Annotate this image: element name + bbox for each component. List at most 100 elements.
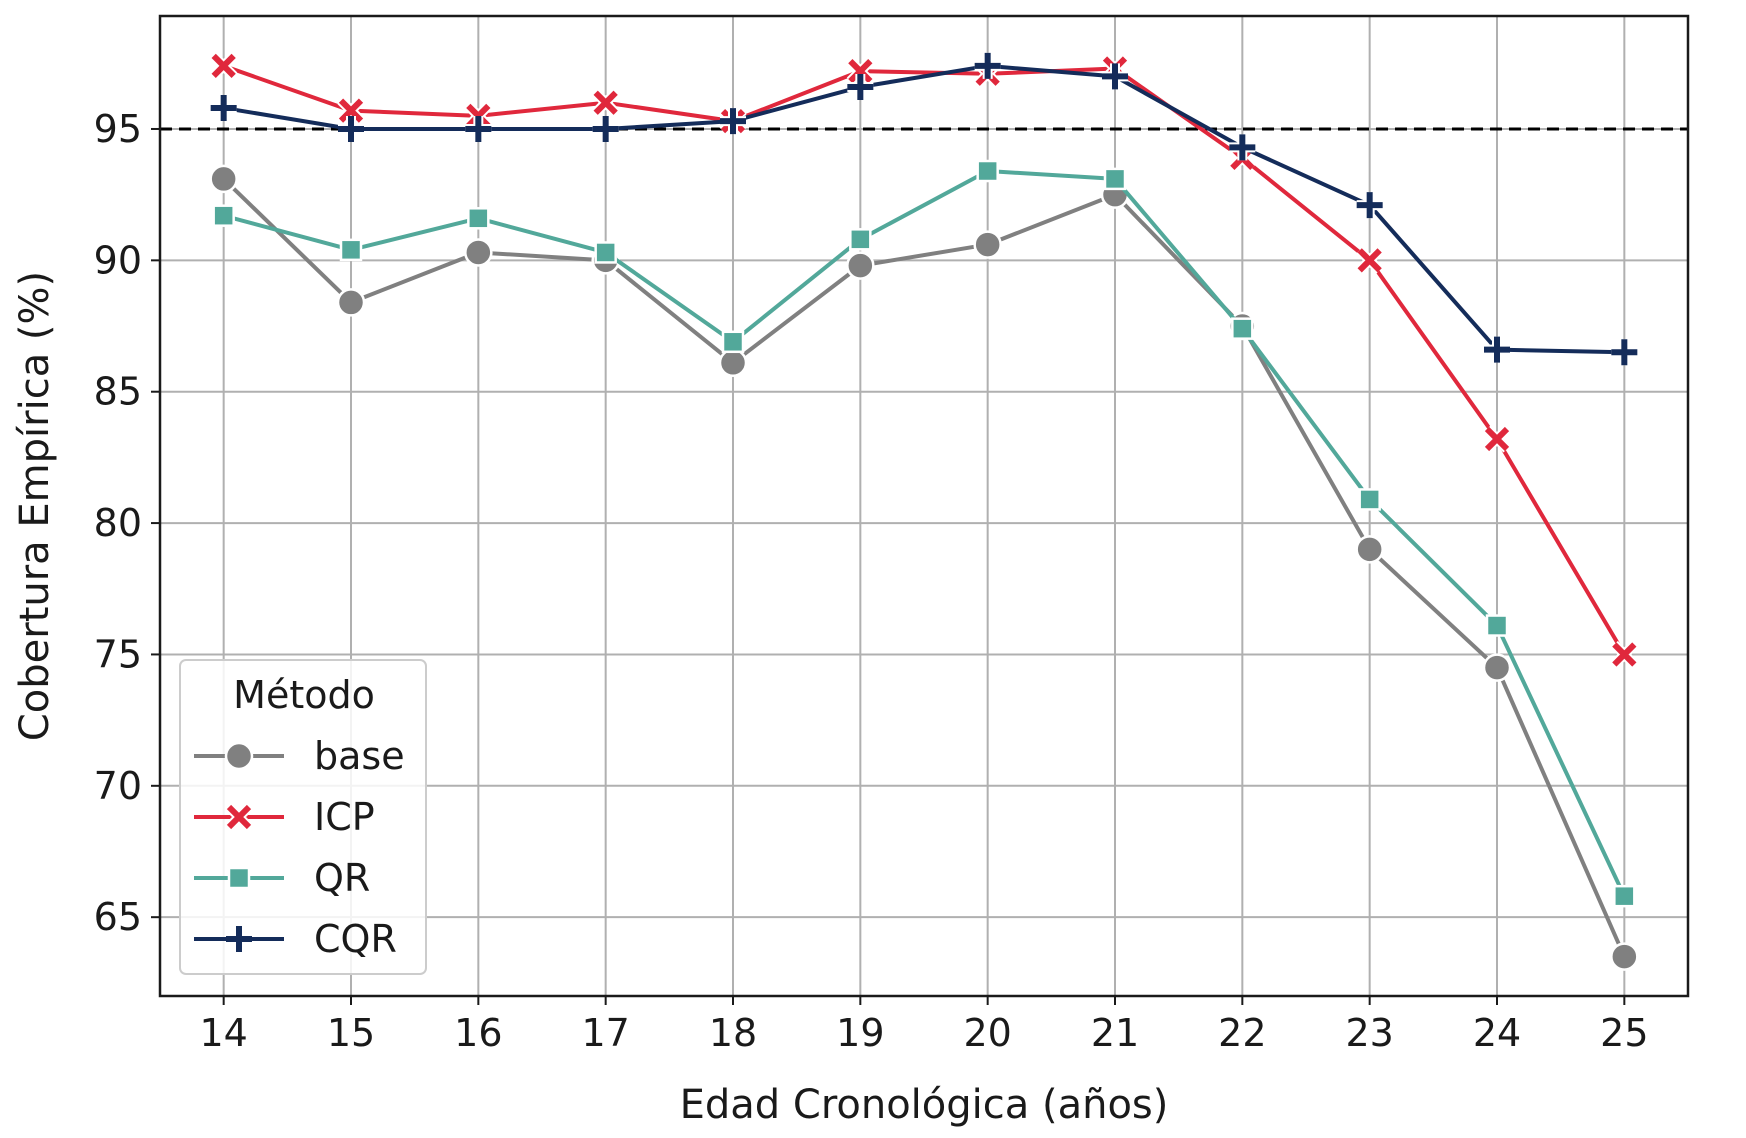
series-qr (212, 159, 1636, 908)
point-cqr-22-stroke (1229, 134, 1256, 161)
point-cqr-21 (1102, 63, 1128, 90)
point-icp-15 (337, 97, 365, 125)
x-tick-label: 16 (454, 1011, 502, 1055)
legend-label: CQR (314, 917, 397, 961)
y-ticks: 65 70 75 80 85 90 95 (94, 107, 160, 939)
point-cqr-24-stroke (1484, 336, 1510, 363)
point-icp-15-stroke (338, 98, 364, 123)
point-base-19 (846, 251, 875, 280)
point-cqr-25-stroke (1611, 339, 1638, 366)
series-line-base (222, 177, 1627, 958)
x-tick-label: 18 (709, 1011, 757, 1055)
point-base-24 (1482, 653, 1512, 682)
point-cqr-20 (974, 52, 1001, 79)
point-base-20 (973, 230, 1002, 259)
point-cqr-18 (720, 108, 746, 135)
series-line-qr (223, 169, 1627, 898)
point-cqr-21-stroke (1102, 63, 1128, 90)
point-base-23 (1355, 535, 1384, 564)
point-qr-24 (1485, 614, 1509, 637)
point-base-18 (718, 348, 748, 378)
legend-swatch-marker (224, 741, 254, 771)
point-cqr-19-stroke (847, 73, 874, 100)
point-qr-21 (1103, 167, 1127, 191)
series-line-icp (223, 64, 1627, 656)
point-base-14 (209, 164, 238, 194)
y-tick-label: 95 (94, 107, 142, 151)
point-icp-17-stroke (593, 90, 618, 115)
y-tick-label: 65 (94, 895, 142, 939)
x-tick-label: 19 (836, 1011, 884, 1055)
point-cqr-25 (1611, 339, 1638, 366)
point-cqr-17 (592, 115, 619, 142)
point-icp-25 (1610, 640, 1638, 668)
x-tick-label: 24 (1473, 1011, 1521, 1055)
legend-swatch-marker (227, 866, 251, 890)
legend-item-icp: ICP (194, 795, 375, 839)
point-cqr-15-stroke (338, 115, 364, 142)
legend: Método base ICP QR CQR (179, 659, 427, 975)
point-cqr-23-stroke (1356, 192, 1383, 219)
point-qr-16 (467, 207, 490, 230)
point-qr-15 (339, 238, 363, 262)
point-qr-22 (1231, 317, 1254, 340)
legend-box (179, 659, 427, 975)
x-ticks: 14 15 16 17 18 19 20 21 22 23 24 25 (199, 996, 1649, 1055)
x-tick-label: 25 (1600, 1011, 1648, 1055)
point-icp-24 (1483, 425, 1511, 453)
point-cqr-16-stroke (465, 115, 492, 142)
point-qr-25 (1613, 884, 1636, 908)
point-icp-19 (846, 57, 874, 85)
legend-item-cqr: CQR (194, 917, 397, 961)
point-cqr-18-stroke (720, 108, 746, 135)
point-cqr-19 (847, 73, 874, 100)
y-tick-label: 85 (94, 370, 142, 414)
x-tick-label: 23 (1345, 1011, 1393, 1055)
point-base-16 (464, 238, 493, 267)
series-line-cqr (223, 63, 1625, 355)
point-base-15 (336, 288, 366, 317)
legend-title: Método (233, 673, 375, 717)
point-qr-23 (1358, 488, 1381, 511)
legend-swatch-marker-stroke (226, 804, 252, 830)
series-base (209, 164, 1639, 971)
y-tick-label: 75 (94, 632, 142, 676)
point-cqr-22 (1229, 134, 1256, 161)
point-cqr-20-stroke (974, 52, 1001, 79)
point-icp-23 (1356, 246, 1384, 274)
x-tick-label: 20 (963, 1011, 1011, 1055)
x-tick-label: 15 (327, 1011, 375, 1055)
legend-swatch-marker (225, 803, 253, 831)
point-cqr-16 (465, 115, 492, 142)
y-tick-label: 70 (94, 764, 142, 808)
point-cqr-24 (1484, 336, 1510, 363)
series-cqr (210, 52, 1638, 366)
point-cqr-14-stroke (210, 94, 237, 121)
point-cqr-23 (1356, 192, 1383, 219)
legend-label: QR (314, 856, 370, 900)
point-qr-17 (594, 241, 617, 264)
point-icp-14-stroke (211, 53, 236, 79)
x-axis-label: Edad Cronológica (años) (680, 1082, 1169, 1128)
point-qr-14 (212, 204, 235, 227)
point-qr-18 (721, 330, 745, 354)
y-axis-label: Cobertura Empírica (%) (12, 271, 58, 741)
point-cqr-14 (210, 94, 237, 121)
point-qr-19 (849, 228, 872, 251)
x-tick-label: 14 (199, 1011, 247, 1055)
point-base-25 (1610, 942, 1639, 971)
legend-label: base (314, 734, 405, 778)
point-icp-14 (210, 52, 238, 80)
point-icp-16-stroke (466, 103, 491, 128)
point-icp-25-stroke (1612, 642, 1637, 667)
point-icp-19-stroke (848, 59, 873, 84)
legend-swatch-marker (226, 926, 252, 952)
legend-items: base ICP QR CQR (194, 734, 405, 961)
point-icp-23-stroke (1357, 248, 1382, 273)
y-tick-label: 90 (94, 238, 142, 282)
point-icp-17 (592, 89, 620, 117)
legend-item-base: base (194, 734, 405, 778)
point-icp-16 (464, 102, 492, 130)
legend-swatch-marker-stroke (226, 926, 252, 952)
